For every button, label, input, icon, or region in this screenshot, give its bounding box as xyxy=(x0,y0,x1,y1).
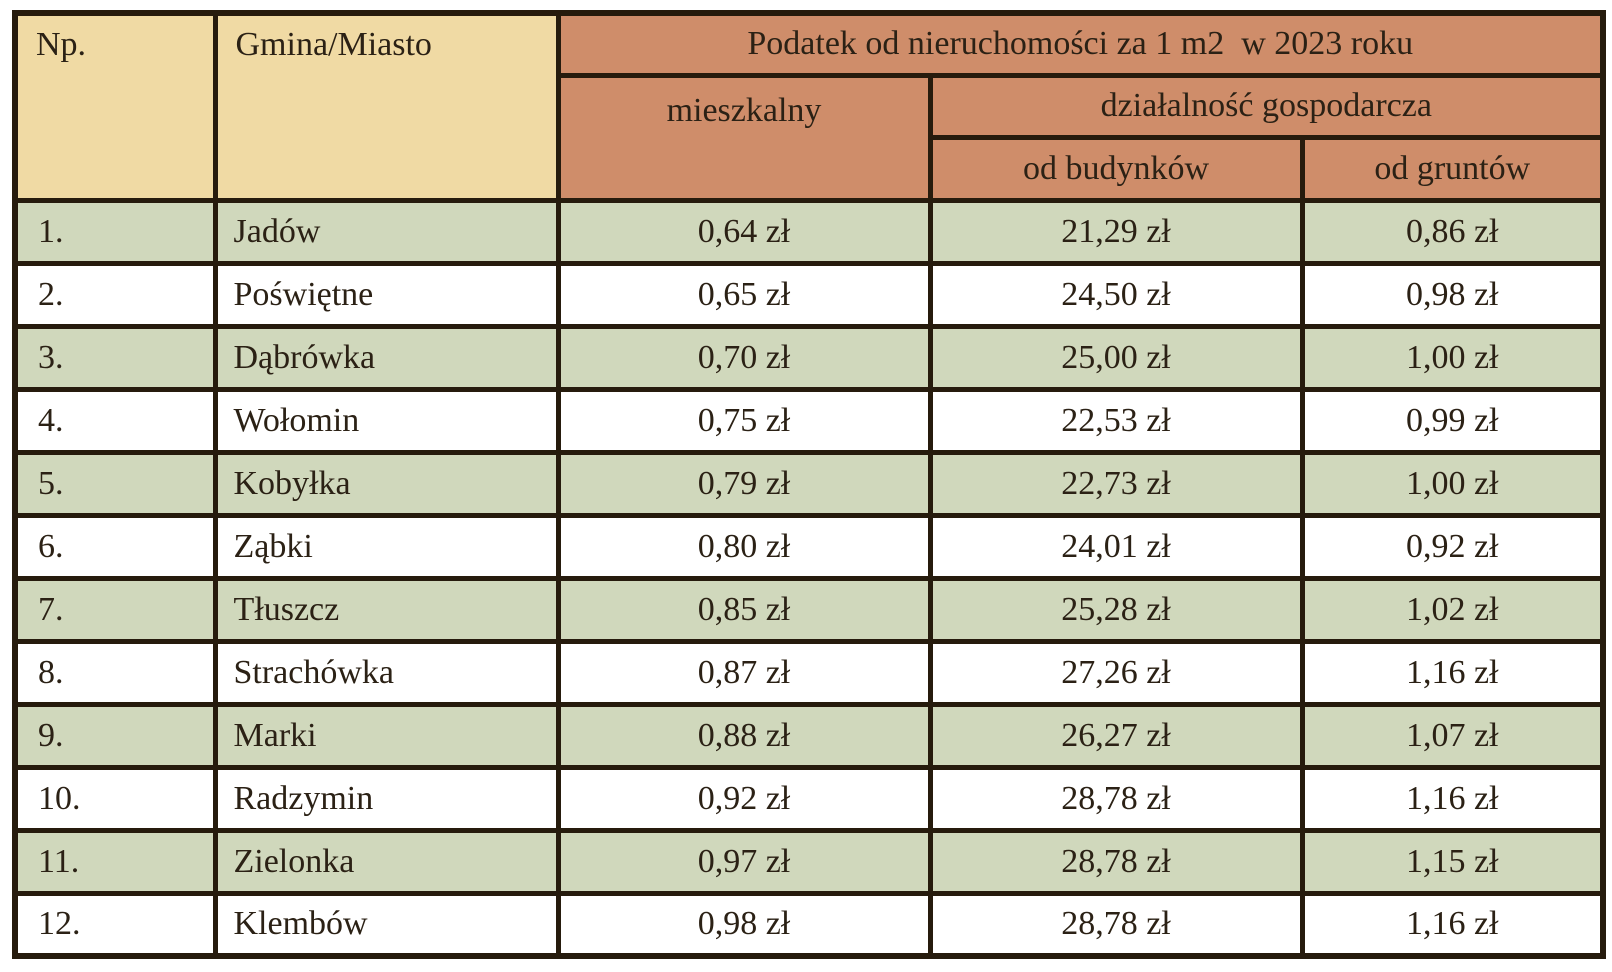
od-budynkow-value: 22,73 zł xyxy=(927,449,1305,518)
od-gruntow-value: 0,92 zł xyxy=(1299,512,1606,581)
table-row: 9. Marki 0,88 zł 26,27 zł 1,07 zł xyxy=(12,701,1606,770)
header-mieszkalny: mieszkalny xyxy=(555,72,933,203)
mieszkalny-value: 0,79 zł xyxy=(555,449,933,518)
mieszkalny-value: 0,88 zł xyxy=(555,701,933,770)
table-row: 5. Kobyłka 0,79 zł 22,73 zł 1,00 zł xyxy=(12,449,1606,518)
od-budynkow-value: 24,50 zł xyxy=(927,260,1305,329)
table-row: 12. Klembów 0,98 zł 28,78 zł 1,16 zł xyxy=(12,890,1606,959)
header-od-budynkow: od budynków xyxy=(927,134,1305,203)
od-gruntow-value: 1,00 zł xyxy=(1299,449,1606,518)
gmina-name: Dąbrówka xyxy=(212,323,561,392)
gmina-name: Wołomin xyxy=(212,386,561,455)
table-row: 6. Ząbki 0,80 zł 24,01 zł 0,92 zł xyxy=(12,512,1606,581)
table-row: 7. Tłuszcz 0,85 zł 25,28 zł 1,02 zł xyxy=(12,575,1606,644)
header-gmina-miasto: Gmina/Miasto xyxy=(212,10,561,203)
gmina-name: Tłuszcz xyxy=(212,575,561,644)
gmina-name: Radzymin xyxy=(212,764,561,833)
od-gruntow-value: 1,16 zł xyxy=(1299,638,1606,707)
od-budynkow-value: 28,78 zł xyxy=(927,890,1305,959)
table-row: 4. Wołomin 0,75 zł 22,53 zł 0,99 zł xyxy=(12,386,1606,455)
od-gruntow-value: 0,98 zł xyxy=(1299,260,1606,329)
gmina-name: Zielonka xyxy=(212,827,561,896)
row-number: 8. xyxy=(12,638,218,707)
mieszkalny-value: 0,97 zł xyxy=(555,827,933,896)
mieszkalny-value: 0,98 zł xyxy=(555,890,933,959)
od-gruntow-value: 0,99 zł xyxy=(1299,386,1606,455)
od-budynkow-value: 25,00 zł xyxy=(927,323,1305,392)
mieszkalny-value: 0,70 zł xyxy=(555,323,933,392)
mieszkalny-value: 0,87 zł xyxy=(555,638,933,707)
header-od-gruntow: od gruntów xyxy=(1299,134,1606,203)
table-row: 2. Poświętne 0,65 zł 24,50 zł 0,98 zł xyxy=(12,260,1606,329)
header-np: Np. xyxy=(12,10,218,203)
od-budynkow-value: 22,53 zł xyxy=(927,386,1305,455)
row-number: 6. xyxy=(12,512,218,581)
header-dzialalnosc-gospodarcza: działalność gospodarcza xyxy=(927,72,1606,140)
od-gruntow-value: 1,15 zł xyxy=(1299,827,1606,896)
header-main-title: Podatek od nieruchomości za 1 m2 w 2023 … xyxy=(555,10,1606,78)
table-row: 8. Strachówka 0,87 zł 27,26 zł 1,16 zł xyxy=(12,638,1606,707)
od-gruntow-value: 0,86 zł xyxy=(1299,197,1606,266)
gmina-name: Kobyłka xyxy=(212,449,561,518)
mieszkalny-value: 0,92 zł xyxy=(555,764,933,833)
table-row: 1. Jadów 0,64 zł 21,29 zł 0,86 zł xyxy=(12,197,1606,266)
row-number: 9. xyxy=(12,701,218,770)
row-number: 7. xyxy=(12,575,218,644)
tax-table: Np. Gmina/Miasto Podatek od nieruchomośc… xyxy=(12,10,1606,959)
row-number: 2. xyxy=(12,260,218,329)
table-row: 10. Radzymin 0,92 zł 28,78 zł 1,16 zł xyxy=(12,764,1606,833)
table-row: 11. Zielonka 0,97 zł 28,78 zł 1,15 zł xyxy=(12,827,1606,896)
od-gruntow-value: 1,02 zł xyxy=(1299,575,1606,644)
mieszkalny-value: 0,75 zł xyxy=(555,386,933,455)
od-budynkow-value: 21,29 zł xyxy=(927,197,1305,266)
gmina-name: Jadów xyxy=(212,197,561,266)
row-number: 3. xyxy=(12,323,218,392)
od-budynkow-value: 28,78 zł xyxy=(927,827,1305,896)
row-number: 5. xyxy=(12,449,218,518)
od-budynkow-value: 26,27 zł xyxy=(927,701,1305,770)
od-gruntow-value: 1,16 zł xyxy=(1299,764,1606,833)
row-number: 11. xyxy=(12,827,218,896)
row-number: 4. xyxy=(12,386,218,455)
gmina-name: Ząbki xyxy=(212,512,561,581)
od-gruntow-value: 1,16 zł xyxy=(1299,890,1606,959)
od-gruntow-value: 1,07 zł xyxy=(1299,701,1606,770)
table-header: Np. Gmina/Miasto Podatek od nieruchomośc… xyxy=(12,10,1606,203)
od-budynkow-value: 27,26 zł xyxy=(927,638,1305,707)
mieszkalny-value: 0,64 zł xyxy=(555,197,933,266)
gmina-name: Klembów xyxy=(212,890,561,959)
od-budynkow-value: 25,28 zł xyxy=(927,575,1305,644)
table-body: 1. Jadów 0,64 zł 21,29 zł 0,86 zł 2. Poświętne… xyxy=(12,197,1606,959)
mieszkalny-value: 0,65 zł xyxy=(555,260,933,329)
row-number: 10. xyxy=(12,764,218,833)
mieszkalny-value: 0,85 zł xyxy=(555,575,933,644)
gmina-name: Strachówka xyxy=(212,638,561,707)
od-gruntow-value: 1,00 zł xyxy=(1299,323,1606,392)
od-budynkow-value: 24,01 zł xyxy=(927,512,1305,581)
od-budynkow-value: 28,78 zł xyxy=(927,764,1305,833)
row-number: 12. xyxy=(12,890,218,959)
gmina-name: Poświętne xyxy=(212,260,561,329)
row-number: 1. xyxy=(12,197,218,266)
mieszkalny-value: 0,80 zł xyxy=(555,512,933,581)
gmina-name: Marki xyxy=(212,701,561,770)
table-row: 3. Dąbrówka 0,70 zł 25,00 zł 1,00 zł xyxy=(12,323,1606,392)
